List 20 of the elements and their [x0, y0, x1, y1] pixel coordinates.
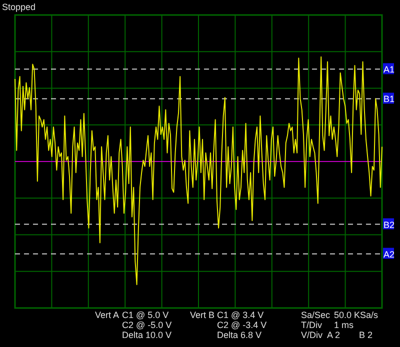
- ref-line-label: A2: [384, 249, 395, 260]
- text: Delta 6.8 V: [217, 330, 262, 340]
- text: C1 @ 3.4 V: [217, 310, 264, 320]
- text: Stopped: [2, 2, 36, 12]
- text: B 2: [359, 330, 373, 340]
- text: A 2: [327, 330, 340, 340]
- text: Vert B: [190, 310, 215, 320]
- text: Vert A: [95, 310, 120, 320]
- text: C2 @ -3.4 V: [217, 320, 267, 330]
- text: 1 ms: [334, 320, 354, 330]
- ref-line-label: B2: [384, 220, 395, 230]
- ref-line-label: A1: [384, 64, 395, 75]
- text: T/Div: [301, 320, 322, 330]
- text: Sa/Sec: [301, 310, 331, 320]
- ref-line-label: B1: [384, 94, 395, 104]
- text: C2 @ -5.0 V: [122, 320, 172, 330]
- text: V/Div: [301, 330, 323, 340]
- text: C1 @ 5.0 V: [122, 310, 169, 320]
- text: 50.0 KSa/s: [334, 310, 379, 320]
- text: Delta 10.0 V: [122, 330, 172, 340]
